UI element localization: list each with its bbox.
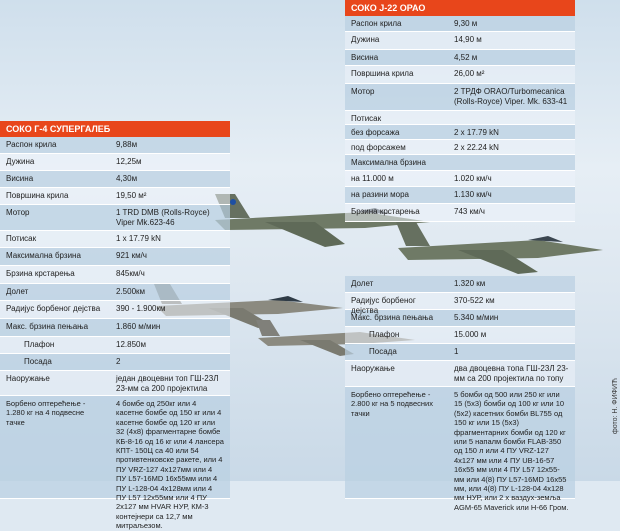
table-row: Потисак xyxy=(345,111,575,125)
table-row: Распон крила 9,30 м xyxy=(345,16,575,32)
table-row: Плафон 12.850м xyxy=(0,337,230,354)
image-gap xyxy=(345,222,575,276)
table-row: Наоружање два двоцевна топа ГШ-23Л 23-мм … xyxy=(345,361,575,387)
table-row: Наоружање један двоцевни топ ГШ-23Л 23-мм… xyxy=(0,371,230,396)
table-row: Дужина 14,90 м xyxy=(345,32,575,50)
orao-jet-lower xyxy=(396,222,603,274)
table-row: под форсажем 2 x 22.24 kN xyxy=(345,140,575,155)
table-row: Потисак 1 x 17.79 kN xyxy=(0,231,230,248)
photo-credit: фото: Н. ФИФИЋ xyxy=(612,378,619,435)
table-row: Радијус борбеног дејства 370-522 км xyxy=(345,293,575,315)
table-row: Брзина крстарења 743 км/ч xyxy=(345,204,575,222)
j22-title: СОКО Ј-22 ОРАО xyxy=(345,0,575,16)
table-row: Борбено оптерећење - 2.800 кг на 5 подве… xyxy=(345,387,575,512)
g4-title: СОКО Г-4 СУПЕРГАЛЕБ xyxy=(0,121,230,137)
table-row: Посада 2 xyxy=(0,354,230,371)
j22-spec-table: СОКО Ј-22 ОРАО Распон крила 9,30 м Дужина… xyxy=(345,0,575,512)
table-row: Површина крила 26,00 м² xyxy=(345,66,575,84)
table-row: Долет 1.320 км xyxy=(345,276,575,293)
table-row: Висина 4,30м xyxy=(0,171,230,188)
g4-spec-table: СОКО Г-4 СУПЕРГАЛЕБ Распон крила 9,88м Ду… xyxy=(0,121,230,530)
table-row: Макс. брзина пењања 5.340 м/мин xyxy=(345,310,575,327)
table-row: на разини мора 1.130 км/ч xyxy=(345,187,575,204)
table-row: без форсажа 2 x 17.79 kN xyxy=(345,125,575,140)
table-row: Мотор 1 TRD DMB (Rolls-Royce) Viper Mk.62… xyxy=(0,205,230,231)
table-row: Долет 2.500км xyxy=(0,284,230,301)
table-row: Максимална брзина xyxy=(345,155,575,171)
table-row: Максимална брзина 921 км/ч xyxy=(0,248,230,266)
table-row: Висина 4,52 м xyxy=(345,50,575,66)
table-row: Радијус борбеног дејства 390 - 1.900км xyxy=(0,301,230,319)
table-row: Посада 1 xyxy=(345,344,575,361)
table-row: Макс. брзина пењања 1.860 м/мин xyxy=(0,319,230,337)
table-row: Површина крила 19,50 м² xyxy=(0,188,230,205)
table-row: Мотор 2 ТРДФ ОRAO/Turbomecanica (Rolls-Ro… xyxy=(345,84,575,111)
table-row: Брзина крстарења 845км/ч xyxy=(0,266,230,284)
table-row: Дужина 12,25м xyxy=(0,154,230,171)
table-row: Плафон 15.000 м xyxy=(345,327,575,344)
table-row: Распон крила 9,88м xyxy=(0,137,230,154)
table-row: Борбено оптерећење - 1.280 кг на 4 подве… xyxy=(0,396,230,530)
table-row: на 11.000 м 1.020 км/ч xyxy=(345,171,575,187)
